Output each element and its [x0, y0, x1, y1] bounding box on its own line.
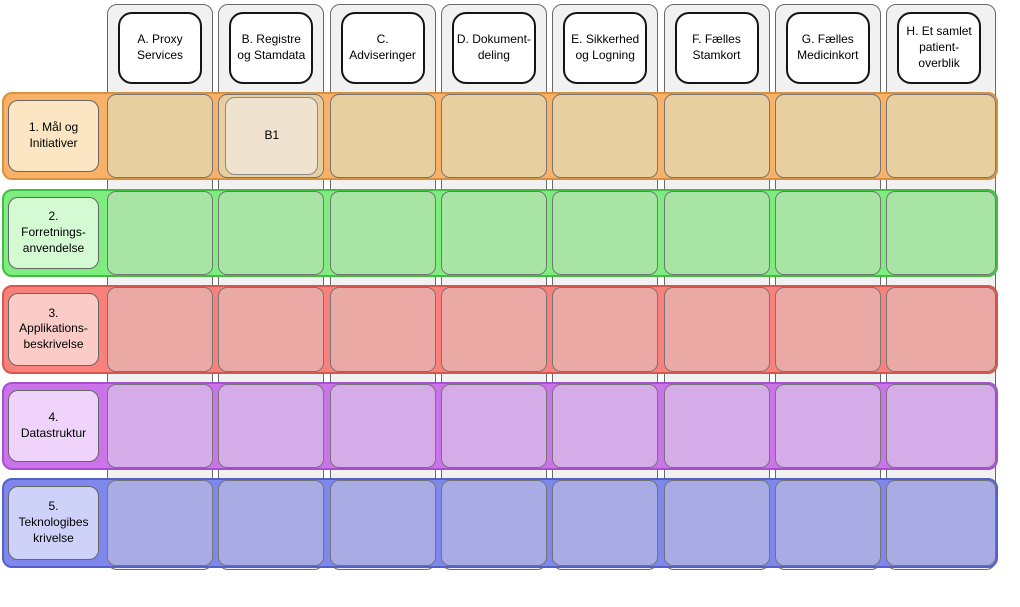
column-header-F[interactable]: F. Fælles Stamkort — [674, 12, 759, 84]
column-header-label: G. Fælles Medicinkort — [797, 32, 859, 62]
grid-cell-4E[interactable] — [552, 383, 659, 468]
row-header-5[interactable]: 5. Teknologibes krivelse — [8, 486, 99, 560]
row-header-4[interactable]: 4. Datastruktur — [8, 389, 99, 462]
grid-cell-3B[interactable] — [218, 287, 325, 372]
grid-cell-1G[interactable] — [774, 94, 881, 178]
grid-cell-3E[interactable] — [552, 287, 659, 372]
grid-cell-2B[interactable] — [218, 190, 325, 275]
grid-cell-5B[interactable] — [218, 480, 325, 566]
grid-cell-1D[interactable] — [440, 94, 547, 178]
grid-cell-4H[interactable] — [886, 383, 997, 468]
grid-cell-2E[interactable] — [552, 190, 659, 275]
grid-cell-5C[interactable] — [329, 480, 436, 566]
grid-cell-1H[interactable] — [886, 94, 997, 178]
row-header-label: 3. Applikations- beskrivelse — [19, 305, 88, 352]
grid-cell-4A[interactable] — [107, 383, 213, 468]
grid-cell-4B[interactable] — [218, 383, 325, 468]
grid-cell-3A[interactable] — [107, 287, 213, 372]
row-header-label: 5. Teknologibes krivelse — [18, 499, 89, 545]
column-header-C[interactable]: C. Adviseringer — [340, 12, 425, 84]
grid-cell-2D[interactable] — [440, 190, 547, 275]
column-header-E[interactable]: E. Sikkerhed og Logning — [563, 12, 648, 84]
grid-cell-1A[interactable] — [107, 94, 213, 178]
grid-cell-4D[interactable] — [440, 383, 547, 468]
grid-cell-5F[interactable] — [663, 480, 770, 566]
column-header-label: F. Fælles Stamkort — [692, 32, 741, 62]
column-header-G[interactable]: G. Fælles Medicinkort — [785, 12, 870, 84]
grid-cell-2H[interactable] — [886, 190, 997, 275]
grid-cell-4F[interactable] — [663, 383, 770, 468]
grid-cell-5D[interactable] — [440, 480, 547, 566]
column-header-A[interactable]: A. Proxy Services — [118, 12, 202, 84]
column-header-label: A. Proxy Services — [136, 32, 183, 62]
grid-cell-2F[interactable] — [663, 190, 770, 275]
column-header-B[interactable]: B. Registre og Stamdata — [229, 12, 314, 84]
grid-cell-3C[interactable] — [329, 287, 436, 372]
column-header-label: C. Adviseringer — [349, 32, 416, 62]
grid-cell-5H[interactable] — [886, 480, 997, 566]
grid-cell-1E[interactable] — [552, 94, 659, 178]
grid-cell-1F[interactable] — [663, 94, 770, 178]
column-header-label: H. Et samlet patient- overblik — [906, 24, 972, 70]
grid-cell-4G[interactable] — [774, 383, 881, 468]
row-header-label: 4. Datastruktur — [20, 409, 87, 440]
grid-cell-5E[interactable] — [552, 480, 659, 566]
row-header-1[interactable]: 1. Mål og Initiativer — [8, 100, 99, 172]
grid-cell-2A[interactable] — [107, 190, 213, 275]
column-header-label: B. Registre og Stamdata — [237, 32, 306, 62]
grid-cell-4C[interactable] — [329, 383, 436, 468]
row-header-label: 2. Forretnings- anvendelse — [21, 209, 86, 255]
grid-cell-3G[interactable] — [774, 287, 881, 372]
grid-cell-3D[interactable] — [440, 287, 547, 372]
placed-cell-B1[interactable]: B1 — [225, 97, 319, 175]
column-header-D[interactable]: D. Dokument- deling — [451, 12, 536, 84]
grid-cell-2C[interactable] — [329, 190, 436, 275]
grid-cell-5G[interactable] — [774, 480, 881, 566]
row-header-label: 1. Mål og Initiativer — [28, 120, 79, 150]
column-header-label: E. Sikkerhed og Logning — [571, 32, 640, 62]
column-header-H[interactable]: H. Et samlet patient- overblik — [897, 12, 982, 84]
grid-cell-1C[interactable] — [329, 94, 436, 178]
row-header-3[interactable]: 3. Applikations- beskrivelse — [8, 293, 99, 366]
grid-cell-3F[interactable] — [663, 287, 770, 372]
column-header-label: D. Dokument- deling — [456, 32, 531, 62]
placed-cell-label: B1 — [264, 128, 280, 143]
grid-cell-2G[interactable] — [774, 190, 881, 275]
row-header-2[interactable]: 2. Forretnings- anvendelse — [8, 196, 99, 269]
grid-cell-3H[interactable] — [886, 287, 997, 372]
grid-cell-5A[interactable] — [107, 480, 213, 566]
